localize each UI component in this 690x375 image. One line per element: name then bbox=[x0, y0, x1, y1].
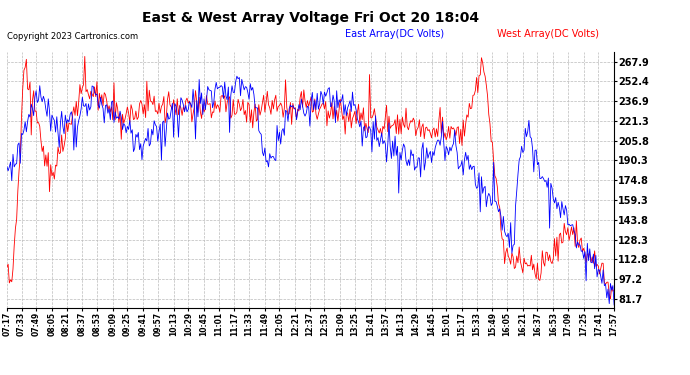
Text: East & West Array Voltage Fri Oct 20 18:04: East & West Array Voltage Fri Oct 20 18:… bbox=[142, 11, 479, 25]
Text: East Array(DC Volts): East Array(DC Volts) bbox=[345, 29, 444, 39]
Text: Copyright 2023 Cartronics.com: Copyright 2023 Cartronics.com bbox=[7, 32, 138, 41]
Text: West Array(DC Volts): West Array(DC Volts) bbox=[497, 29, 599, 39]
